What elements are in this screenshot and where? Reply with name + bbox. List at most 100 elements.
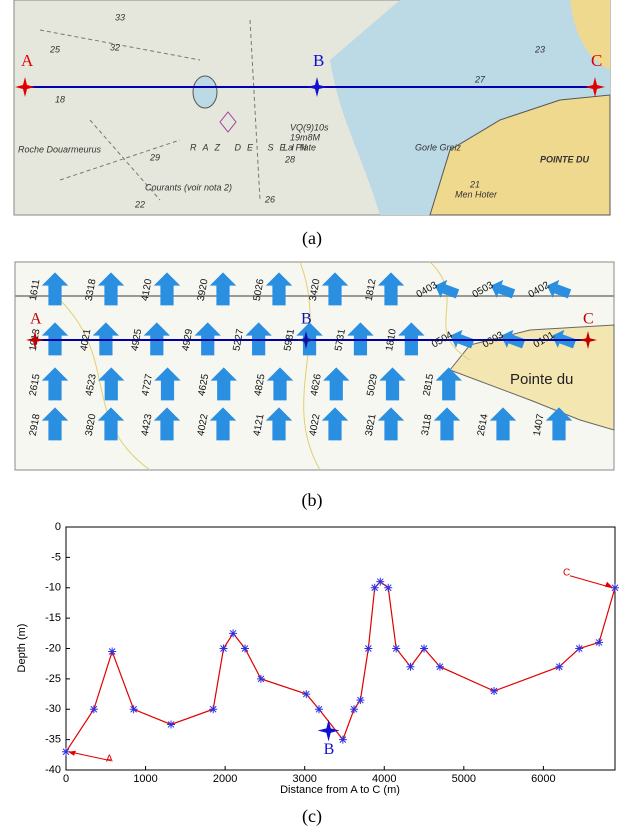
data-marker — [575, 644, 584, 653]
current-arrow — [377, 272, 405, 306]
current-label: 5026 — [252, 278, 267, 302]
x-axis-label: Distance from A to C (m) — [280, 784, 400, 796]
current-label: 4825 — [253, 373, 268, 397]
current-arrow — [377, 407, 405, 441]
data-marker — [595, 638, 604, 647]
contour — [59, 261, 471, 471]
current-label: 2615 — [28, 373, 43, 397]
current-label: 5227 — [231, 328, 246, 352]
y-tick-label: -30 — [45, 703, 61, 715]
y-tick-label: -40 — [45, 764, 61, 776]
arrow — [68, 751, 112, 762]
current-label: 2918 — [28, 413, 43, 437]
annotation: C — [563, 567, 570, 578]
point-b-marker — [317, 719, 340, 742]
current-arrow — [490, 279, 516, 299]
current-label: 1810 — [384, 328, 399, 352]
caption: (b) — [302, 490, 323, 511]
current-label: 4925 — [130, 328, 145, 352]
current-arrow — [265, 272, 293, 306]
point-marker — [297, 331, 315, 349]
point-label: C — [591, 51, 602, 70]
map-label: 28 — [284, 154, 295, 164]
y-tick-label: -5 — [51, 551, 61, 563]
map-label: 22 — [134, 199, 145, 209]
map-label: Courants (voir nota 2) — [145, 182, 232, 192]
current-label: 3920 — [196, 278, 211, 302]
current-label: 3420 — [308, 278, 323, 302]
current-arrow — [41, 367, 69, 401]
land — [449, 324, 615, 431]
current-arrows — [41, 272, 577, 441]
data-marker — [302, 690, 311, 699]
current-label: 1611 — [28, 278, 43, 302]
current-label: 4120 — [140, 278, 155, 302]
current-arrow — [41, 407, 69, 441]
data-marker — [611, 583, 619, 592]
y-tick-label: 0 — [55, 521, 61, 533]
map-label: POINTE DU — [540, 154, 590, 164]
point-label: C — [583, 311, 594, 328]
current-arrow — [398, 322, 425, 356]
land-label: Pointe du — [510, 371, 573, 388]
map-label: 21 — [469, 179, 480, 189]
land — [570, 0, 610, 70]
current-label: 4523 — [84, 373, 99, 397]
y-tick-label: -35 — [45, 734, 61, 746]
map-label: Roche Douarmeurus — [18, 144, 102, 154]
point-label: A — [21, 51, 34, 70]
current-arrow — [97, 272, 125, 306]
current-label: 4929 — [181, 328, 196, 352]
y-axis-label: Depth (m) — [16, 624, 28, 673]
current-arrow — [97, 407, 125, 441]
panel-a — [13, 0, 611, 216]
map-label: 33 — [115, 12, 125, 22]
current-arrow — [323, 367, 350, 401]
current-label: 3318 — [84, 278, 99, 302]
current-label: 4022 — [196, 413, 211, 437]
map-label: RAZ DE SEIN — [190, 142, 313, 152]
current-arrow — [194, 322, 221, 356]
shoal — [192, 75, 218, 109]
data-marker — [89, 705, 98, 714]
data-marker — [350, 705, 359, 714]
data-marker — [129, 705, 138, 714]
current-arrow — [489, 407, 517, 441]
data-marker — [229, 629, 238, 638]
point-marker — [307, 77, 327, 97]
current-arrow — [321, 272, 349, 306]
data-marker — [356, 696, 365, 705]
caption: (a) — [302, 228, 322, 249]
current-arrow — [41, 272, 69, 306]
data-marker — [364, 644, 373, 653]
arrow-head — [605, 581, 613, 588]
data-marker — [384, 583, 393, 592]
data-marker — [555, 662, 564, 671]
map-label: 23 — [534, 44, 545, 54]
current-arrow — [546, 279, 572, 299]
data-marker — [490, 687, 499, 696]
map-label: La Plate — [283, 142, 316, 152]
current-arrow — [41, 322, 69, 356]
point-label: A — [30, 311, 42, 328]
point-label: B — [313, 51, 324, 70]
current-label: 3118 — [420, 413, 435, 437]
current-label: 3820 — [84, 413, 99, 437]
map-label: 18 — [55, 94, 65, 104]
x-tick-label: 5000 — [452, 773, 476, 785]
panel-b — [14, 261, 615, 471]
current-arrow — [245, 322, 272, 356]
data-marker — [62, 747, 70, 756]
current-arrow — [379, 367, 406, 401]
point-marker — [15, 77, 35, 97]
data-marker — [392, 644, 401, 653]
current-arrow — [347, 322, 374, 356]
current-arrow — [435, 367, 462, 401]
data-marker — [376, 577, 385, 586]
current-label: 4727 — [140, 373, 155, 397]
data-marker — [108, 647, 117, 656]
data-marker — [370, 583, 379, 592]
data-marker — [256, 674, 265, 683]
map-label: 27 — [474, 74, 486, 84]
